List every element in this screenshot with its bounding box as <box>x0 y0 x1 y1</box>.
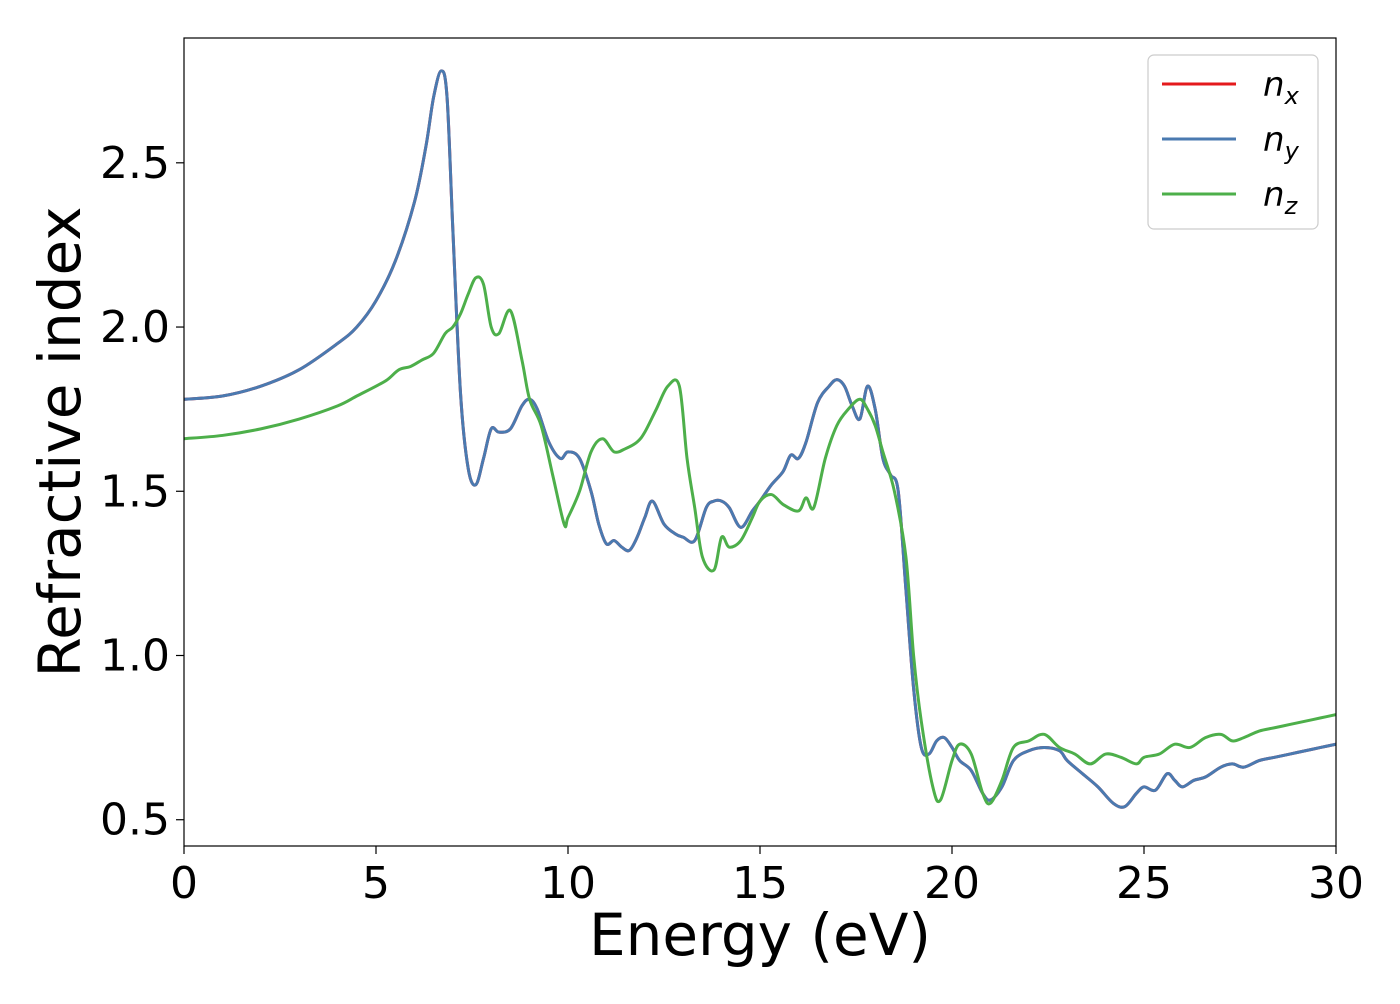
x-tick-label: 25 <box>1116 858 1172 909</box>
legend-box <box>1147 54 1319 230</box>
y-tick-label: 1.5 <box>100 466 170 517</box>
y-tick-label: 2.0 <box>100 302 170 353</box>
x-tick-label: 20 <box>924 858 980 909</box>
y-axis-ticks: 0.5 1.0 1.5 2.0 2.5 <box>100 138 184 846</box>
legend: nx ny nz <box>1147 54 1319 230</box>
x-tick-label: 0 <box>170 858 198 909</box>
x-axis-label: Energy (eV) <box>589 901 931 969</box>
legend-label-nx: nx <box>1263 65 1300 110</box>
x-axis-ticks: 0 5 10 15 20 25 30 <box>170 846 1364 909</box>
x-tick-label: 30 <box>1308 858 1364 909</box>
legend-label-ny: ny <box>1263 120 1300 165</box>
series-line-nz <box>184 275 1336 806</box>
legend-items: nx ny nz <box>1162 65 1300 220</box>
series-layer <box>184 69 1336 809</box>
y-tick-label: 0.5 <box>100 795 170 846</box>
y-axis-label: Refractive index <box>26 206 94 677</box>
x-tick-label: 10 <box>540 858 596 909</box>
x-tick-label: 5 <box>362 858 390 909</box>
legend-label-nz: nz <box>1263 175 1299 220</box>
plot-area <box>184 38 1336 846</box>
series-line-ny <box>184 69 1336 809</box>
y-tick-label: 2.5 <box>100 138 170 189</box>
y-tick-label: 1.0 <box>100 630 170 681</box>
x-tick-label: 15 <box>732 858 788 909</box>
